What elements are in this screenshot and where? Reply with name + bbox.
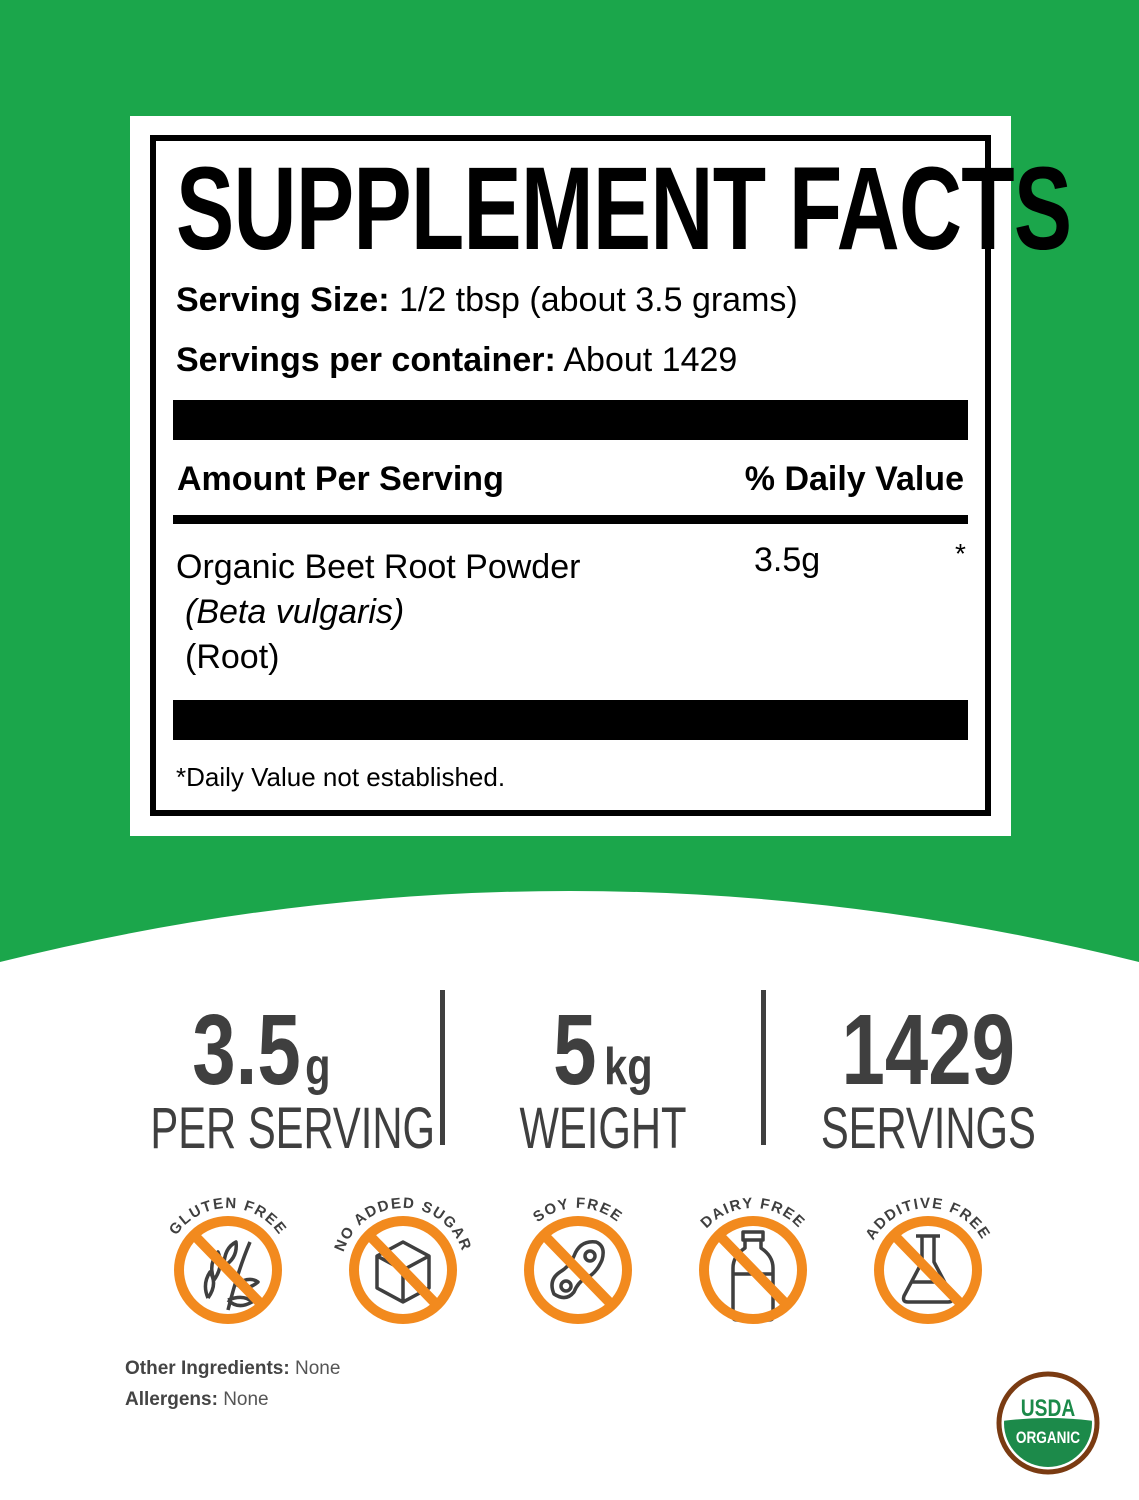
prohibited-slash <box>190 1231 266 1309</box>
usda-organic-seal: USDA ORGANIC <box>996 1371 1100 1475</box>
seal-bottom-text: ORGANIC <box>1016 1429 1080 1448</box>
prohibited-slash <box>715 1231 791 1309</box>
badge-soy-free: SOY FREE <box>524 1195 632 1324</box>
allergens-label: Allergens: <box>125 1389 218 1410</box>
supplement-facts-box <box>150 135 991 816</box>
stat-divider <box>761 990 766 1145</box>
prohibited-circle <box>699 1216 807 1324</box>
serving-size: Serving Size: 1/2 tbsp (about 3.5 grams) <box>176 281 798 320</box>
prohibited-slash <box>365 1231 441 1309</box>
divider <box>173 515 968 524</box>
stat-label: SERVINGS <box>820 1096 1036 1161</box>
servings-label: Servings per container: <box>176 341 556 379</box>
ingredient-latin: (Beta vulgaris) <box>185 593 405 631</box>
ingredient-amount: 3.5g <box>754 541 821 579</box>
stat-servings: 1429 SERVINGS <box>768 1000 1088 1158</box>
servings-value: About 1429 <box>563 341 738 379</box>
prohibited-circle <box>524 1216 632 1324</box>
prohibited-circle <box>349 1216 457 1324</box>
badge-gluten-free: GLUTEN FREE <box>166 1195 289 1324</box>
stat-weight: 5 kg WEIGHT <box>443 1000 763 1158</box>
wheat-icon <box>203 1240 260 1311</box>
seal-top-text: USDA <box>1021 1394 1076 1422</box>
servings-per-container: Servings per container: About 1429 <box>176 341 737 380</box>
prohibited-slash <box>890 1231 966 1309</box>
stat-number: 1429 <box>841 994 1015 1106</box>
badge-label: DAIRY FREE <box>697 1195 808 1232</box>
badge-dairy-free: DAIRY FREE <box>697 1195 808 1324</box>
prohibited-circle <box>174 1216 282 1324</box>
amount-header: Amount Per Serving <box>177 460 504 498</box>
daily-value-header: % Daily Value <box>744 460 964 498</box>
badges-row: GLUTEN FREE NO ADDED SUGAR SOY FREE DAIR… <box>166 1195 992 1324</box>
prohibited-slash <box>540 1231 616 1309</box>
ingredient-name: Organic Beet Root Powder <box>176 548 581 586</box>
stat-divider <box>440 990 445 1145</box>
serving-size-label: Serving Size: <box>176 281 390 319</box>
badge-additive-free: ADDITIVE FREE <box>862 1195 992 1324</box>
thick-divider <box>173 400 968 440</box>
other-ingredients-label: Other Ingredients: <box>125 1358 290 1379</box>
thick-divider-bottom <box>173 700 968 740</box>
ingredient-part: (Root) <box>185 638 280 676</box>
stat-unit: g <box>304 1038 331 1096</box>
stat-number: 5 <box>552 994 597 1106</box>
stat-unit: kg <box>604 1038 654 1096</box>
stat-label: WEIGHT <box>519 1096 687 1161</box>
other-ingredients: Other Ingredients: None <box>125 1358 340 1380</box>
stat-number: 3.5 <box>191 994 301 1106</box>
ingredient-dv: * <box>955 538 966 569</box>
white-curve <box>0 891 1139 1000</box>
badge-no-added-sugar: NO ADDED SUGAR <box>331 1195 473 1324</box>
allergens-value: None <box>223 1389 269 1410</box>
prohibited-circle <box>874 1216 982 1324</box>
label-title: SUPPLEMENT FACTS <box>176 143 1072 275</box>
stat-label: PER SERVING <box>150 1096 436 1161</box>
footnote: *Daily Value not established. <box>176 762 506 792</box>
allergens: Allergens: None <box>125 1389 269 1411</box>
soybean-icon <box>550 1240 605 1300</box>
other-ingredients-value: None <box>294 1358 341 1379</box>
serving-size-value: 1/2 tbsp (about 3.5 grams) <box>398 281 798 319</box>
stat-per-serving: 3.5g PER SERVING <box>95 994 435 1158</box>
